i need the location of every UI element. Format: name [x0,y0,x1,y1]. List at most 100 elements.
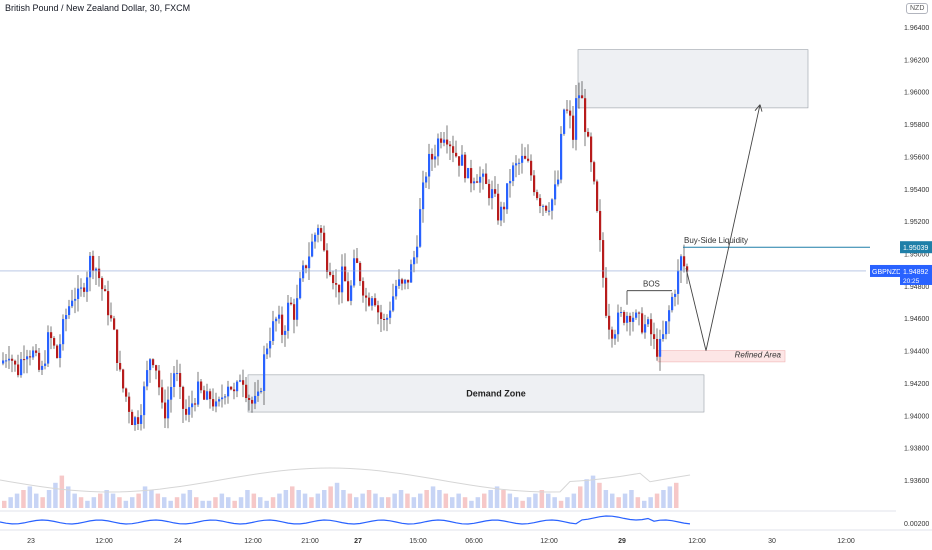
volume-bar [392,493,397,508]
candle-body [71,300,74,307]
candle-body [314,234,317,242]
volume-bar [635,497,641,508]
price-tick-label: 1.94000 [904,413,929,420]
volume-bar [674,482,679,508]
candle-body [668,310,671,322]
candle-body [197,381,200,405]
candle-body [344,266,347,282]
candle-body [461,154,464,166]
chart-title: British Pound / New Zealand Dollar, 30, … [5,3,191,13]
candle-body [269,341,272,349]
candle-body [32,350,35,358]
candle-body [494,189,497,194]
candle-body [221,397,224,400]
current-price-tag-text: 1.94892 [903,269,928,276]
price-tick-label: 1.93600 [904,478,929,485]
candle-body [644,324,647,333]
candle-body [632,317,635,322]
projection-arrowhead [754,104,763,112]
candle-body [527,158,530,161]
candle-body [272,321,275,342]
volume-bar [162,497,167,508]
candle-body [113,318,116,330]
volume-bar [341,490,346,508]
volume-bar [27,486,33,508]
volume-bar [226,497,231,508]
candle-body [683,256,686,267]
candle-body [464,154,467,179]
volume-bar [373,493,378,508]
candle-body [590,136,593,163]
candle-body [653,334,656,339]
candle-body [509,181,512,184]
candle-body [125,388,128,397]
volume-bar [629,490,634,508]
candle-body [347,281,350,301]
refined-area-label: Refined Area [735,351,782,360]
volume-layer [0,467,691,525]
candle-body [5,360,8,362]
volume-bar [533,493,538,508]
candle-body [89,255,92,278]
candle-body [290,302,293,305]
candle-body [35,350,38,353]
candle-body [383,318,386,320]
candle-body [641,313,644,333]
candle-body [239,380,242,382]
volume-bar [98,493,103,508]
candle-body [26,356,29,360]
projection-path [685,104,761,351]
candle-body [650,319,653,335]
candle-body [158,370,161,388]
volume-bar [437,490,442,508]
volume-bar [514,497,519,508]
candle-body [338,284,341,293]
price-tick-label: 1.96400 [904,25,929,32]
candle-body [473,181,476,184]
candle-body [677,270,680,294]
candle-body [350,285,353,301]
time-tick-label: 24 [174,538,182,545]
buy-side-liquidity-label: Buy-Side Liquidity [684,236,748,245]
candle-body [659,338,662,357]
candle-body [455,152,458,157]
candle-body [512,165,515,182]
price-tick-label: 1.94400 [904,349,929,356]
candle-body [8,358,11,361]
candle-body [569,110,572,116]
candle-body [575,98,578,140]
candle-body [605,277,608,316]
candle-body [266,348,269,355]
candle-body [299,278,302,299]
volume-bar [475,497,481,508]
currency-badge[interactable]: NZD [906,3,929,14]
candle-body [488,183,491,199]
candle-body [623,312,626,323]
axes-layer: 1.96400 1.96200 1.96000 1.95800 1.95600 1.954… [0,25,932,545]
volume-bar [309,497,314,508]
volume-bar [667,486,673,508]
countdown-text: 20:25 [903,278,920,285]
current-price-tag [900,264,932,285]
candle-body [524,155,527,159]
volume-bar [245,490,250,508]
candle-body [404,279,407,284]
volume-bar [270,497,276,508]
candle-body [152,359,155,366]
candle-body [2,360,5,364]
candle-body [500,206,503,221]
bos-label: BOS [643,280,660,289]
candle-body [371,298,374,306]
candle-body [647,319,650,325]
volume-bar [181,493,186,508]
candle-body [227,386,230,397]
candle-body [467,168,470,179]
candle-body [200,381,203,391]
volume-bar [424,490,429,508]
candle-body [458,156,461,166]
price-tick-label: 1.94600 [904,316,929,323]
candle-body [155,365,158,371]
candle-body [188,407,191,415]
volume-bar [142,486,148,508]
